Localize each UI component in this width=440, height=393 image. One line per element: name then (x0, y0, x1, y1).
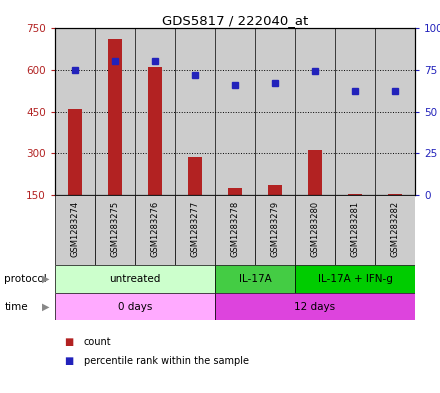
Bar (295, 28, 335, 195)
Bar (135, 28, 175, 195)
Text: GSM1283277: GSM1283277 (191, 200, 199, 257)
Text: ■: ■ (64, 356, 73, 366)
Text: GSM1283276: GSM1283276 (150, 200, 160, 257)
Bar (175, 195, 215, 265)
Text: ▶: ▶ (42, 301, 50, 312)
Text: percentile rank within the sample: percentile rank within the sample (84, 356, 249, 366)
Text: time: time (4, 301, 28, 312)
Text: GSM1283280: GSM1283280 (311, 200, 319, 257)
Bar (255, 28, 295, 195)
Bar (68, 109, 82, 195)
Bar (215, 28, 255, 195)
Bar (295, 265, 415, 293)
Bar (55, 28, 95, 195)
Bar (255, 195, 295, 265)
Bar (228, 188, 242, 195)
Bar (348, 194, 362, 195)
Bar (175, 28, 215, 195)
Bar (215, 293, 415, 320)
Title: GDS5817 / 222040_at: GDS5817 / 222040_at (162, 14, 308, 27)
Bar (308, 151, 322, 195)
Text: GSM1283275: GSM1283275 (110, 200, 120, 257)
Bar (95, 195, 135, 265)
Text: GSM1283281: GSM1283281 (351, 200, 359, 257)
Text: count: count (84, 337, 111, 347)
Text: 12 days: 12 days (294, 301, 336, 312)
Bar (335, 28, 375, 195)
Text: IL-17A: IL-17A (238, 274, 271, 284)
Text: GSM1283282: GSM1283282 (391, 200, 400, 257)
Bar (135, 195, 175, 265)
Bar (375, 195, 415, 265)
Bar (375, 28, 415, 195)
Bar (215, 265, 295, 293)
Bar (148, 67, 162, 195)
Bar (55, 265, 215, 293)
Bar (95, 28, 135, 195)
Text: IL-17A + IFN-g: IL-17A + IFN-g (318, 274, 392, 284)
Bar (55, 293, 215, 320)
Bar (295, 195, 335, 265)
Bar (268, 185, 282, 195)
Text: ▶: ▶ (42, 274, 50, 284)
Bar (188, 158, 202, 195)
Text: GSM1283274: GSM1283274 (70, 200, 80, 257)
Text: protocol: protocol (4, 274, 47, 284)
Bar (215, 195, 255, 265)
Text: ■: ■ (64, 337, 73, 347)
Text: GSM1283279: GSM1283279 (271, 200, 279, 257)
Bar (335, 195, 375, 265)
Text: untreated: untreated (109, 274, 161, 284)
Bar (108, 39, 122, 195)
Text: 0 days: 0 days (118, 301, 152, 312)
Bar (388, 194, 402, 195)
Text: GSM1283278: GSM1283278 (231, 200, 239, 257)
Bar (55, 195, 95, 265)
